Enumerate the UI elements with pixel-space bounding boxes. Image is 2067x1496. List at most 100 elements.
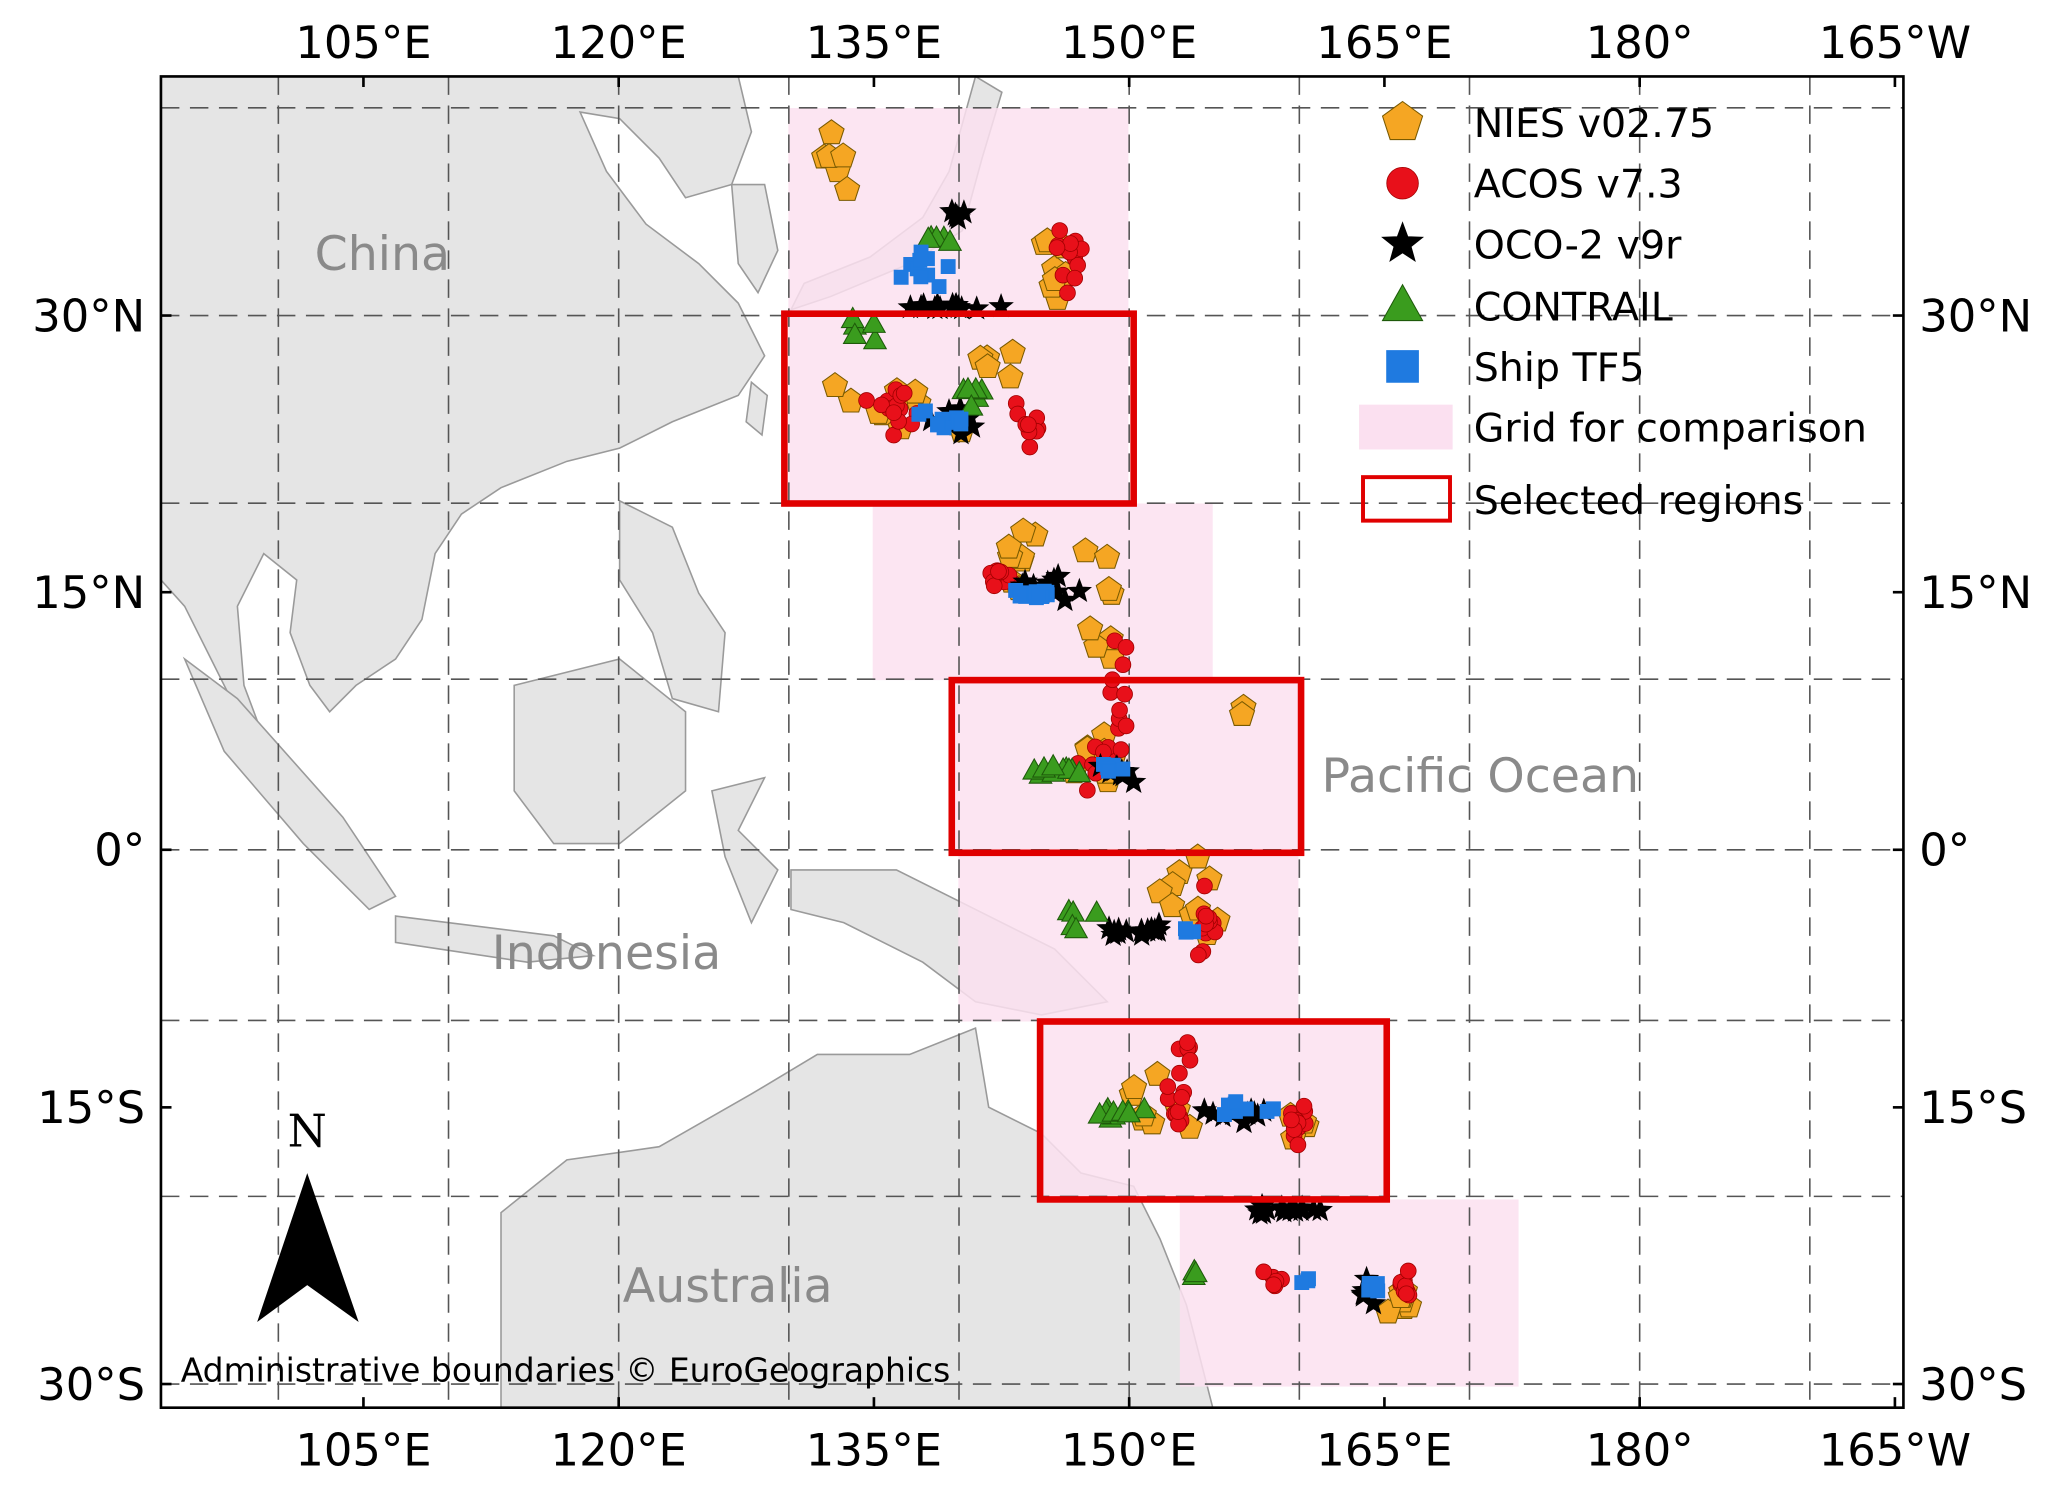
- philippines: [618, 499, 726, 713]
- observation: [1063, 916, 1089, 939]
- observation: [937, 229, 963, 251]
- observation: [953, 416, 969, 432]
- place-label: Pacific Ocean: [1322, 749, 1640, 804]
- observation: [1196, 877, 1213, 895]
- legend-marker: [1386, 166, 1419, 200]
- taiwan: [745, 380, 769, 437]
- place-label: Australia: [623, 1259, 833, 1314]
- x-tick-label: 120°E: [551, 1424, 687, 1477]
- observation: [1093, 543, 1121, 569]
- observation: [1076, 615, 1104, 641]
- observation: [1190, 946, 1207, 964]
- observation: [1295, 1097, 1313, 1115]
- selected-region: [948, 676, 1305, 857]
- x-tick-label: 135°E: [806, 1424, 942, 1477]
- observation: [1398, 1285, 1415, 1303]
- observation: [1255, 1263, 1272, 1281]
- observation: [1066, 577, 1092, 602]
- observation: [997, 363, 1024, 389]
- legend-label: NIES v02.75: [1474, 101, 1714, 147]
- y-tick-label: 0°: [94, 824, 145, 877]
- observation: [1159, 1078, 1177, 1095]
- y-tick-label: 30°S: [1919, 1358, 2027, 1411]
- x-tick-label: 165°E: [1316, 16, 1452, 69]
- observation: [893, 269, 909, 285]
- observation: [1145, 917, 1171, 942]
- legend: NIES v02.75 ACOS v7.3 OCO-2 v9r CONTRAIL Shi…: [1359, 100, 1867, 524]
- y-tick-label: 30°N: [1919, 289, 2032, 342]
- observation: [1144, 1060, 1171, 1086]
- observation: [985, 577, 1003, 595]
- selected-regions: [781, 310, 1391, 1203]
- observations: [811, 119, 1423, 1324]
- observation: [1010, 517, 1037, 543]
- observation: [1183, 1260, 1208, 1283]
- observation: [1048, 239, 1066, 256]
- observation: [1112, 741, 1130, 758]
- observation: [1041, 753, 1066, 776]
- x-tick-label: 180°: [1586, 16, 1694, 69]
- observation: [1021, 438, 1039, 456]
- y-tick-label: 30°N: [32, 289, 145, 342]
- observation: [895, 384, 913, 402]
- observation: [931, 279, 947, 295]
- observation: [1250, 1199, 1277, 1224]
- observation: [1265, 1276, 1282, 1294]
- place-label: China: [315, 227, 451, 282]
- observation: [1228, 700, 1256, 726]
- observation: [959, 393, 984, 416]
- x-tick-label: 165°W: [1819, 16, 1971, 69]
- observation: [917, 403, 933, 419]
- observation: [1066, 269, 1084, 287]
- observation: [1111, 701, 1128, 719]
- observation: [1228, 1094, 1244, 1110]
- y-tick-label: 15°N: [32, 566, 145, 619]
- observation: [1059, 284, 1076, 302]
- observation: [1101, 763, 1116, 779]
- x-tick-label: 150°E: [1061, 1424, 1197, 1477]
- legend-label: ACOS v7.3: [1474, 162, 1683, 208]
- x-tick-label: 150°E: [1061, 16, 1197, 69]
- observation: [1132, 1096, 1157, 1119]
- observation: [1117, 717, 1135, 735]
- legend-label: CONTRAIL: [1474, 284, 1673, 330]
- observation: [1067, 760, 1092, 783]
- observation: [974, 353, 1001, 379]
- x-tick-label: 120°E: [551, 16, 687, 69]
- legend-marker: [1386, 350, 1419, 383]
- observation: [1096, 915, 1122, 940]
- north-arrow: [257, 1173, 359, 1323]
- ticks: 105°E 105°E 120°E 120°E 135°E 135°E 150°E 150°E…: [32, 16, 2032, 1477]
- north-label: N: [288, 1105, 327, 1158]
- observation: [1216, 1107, 1232, 1123]
- observation: [1171, 1064, 1188, 1082]
- observation: [1051, 222, 1068, 239]
- x-tick-label: 165°E: [1316, 1424, 1452, 1477]
- observation: [930, 416, 946, 432]
- observation: [1259, 1104, 1275, 1119]
- observation: [1079, 781, 1096, 799]
- x-tick-label: 105°E: [295, 1424, 431, 1477]
- borneo: [513, 658, 687, 845]
- observation: [1115, 761, 1131, 777]
- y-tick-label: 15°S: [1919, 1081, 2027, 1134]
- y-tick-label: 15°S: [37, 1081, 145, 1134]
- observation: [1031, 587, 1047, 602]
- observation: [1095, 575, 1123, 601]
- observation: [1116, 685, 1133, 703]
- observation: [1159, 892, 1186, 918]
- observation: [1288, 1196, 1314, 1222]
- legend-label: Grid for comparison: [1474, 406, 1867, 452]
- observation: [1179, 1034, 1196, 1051]
- observation: [1283, 1111, 1300, 1129]
- attribution: Administrative boundaries © EuroGeograph…: [181, 1350, 951, 1389]
- legend-swatch: [1359, 404, 1453, 450]
- observation: [1369, 1276, 1385, 1292]
- observation: [1399, 1262, 1417, 1280]
- observation: [842, 322, 867, 344]
- legend-label: Selected regions: [1474, 478, 1804, 524]
- observation: [885, 404, 903, 421]
- x-tick-label: 135°E: [806, 16, 942, 69]
- observation: [1289, 1136, 1307, 1154]
